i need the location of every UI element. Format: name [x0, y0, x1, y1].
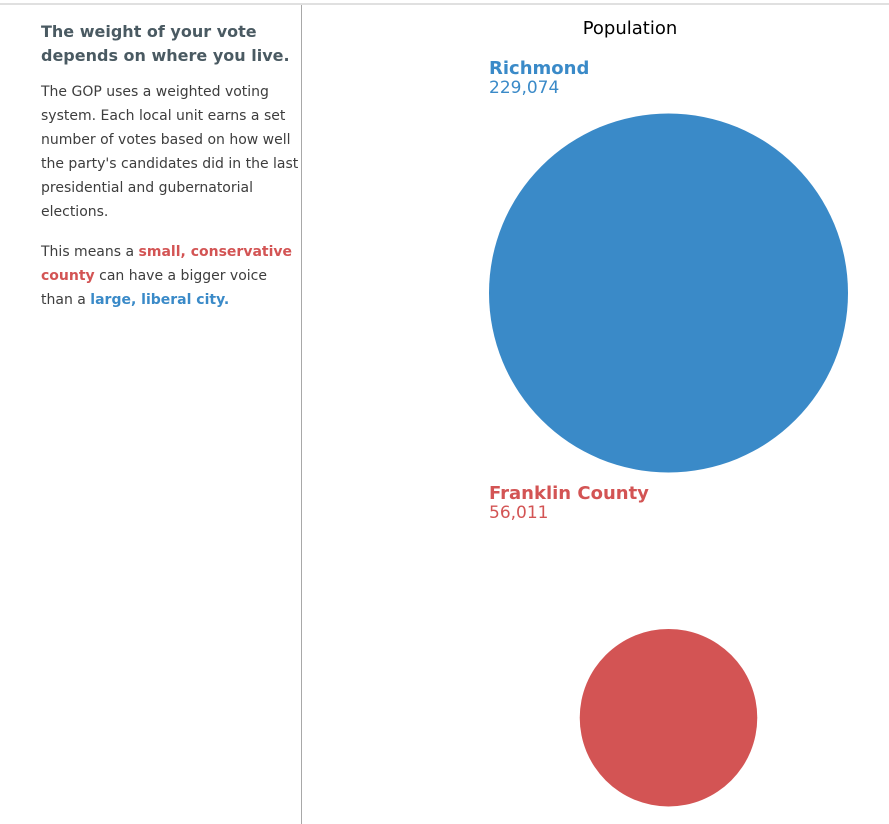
- column-divider: [301, 5, 302, 824]
- highlight-liberal-city: large, liberal city.: [90, 292, 230, 308]
- chart-title: Population: [582, 18, 678, 39]
- bubble-franklin-county: [579, 628, 758, 807]
- paragraph-2-middle: can have a bigger voice than a: [41, 268, 267, 308]
- series-label-franklin-county: Franklin County 56,011: [489, 483, 649, 523]
- sidebar-paragraph-2: This means a small, conservative county …: [41, 240, 299, 312]
- paragraph-2-prefix: This means a: [41, 244, 139, 260]
- series-value-richmond: 229,074: [489, 78, 560, 98]
- highlight-conservative-county: small, conservative county: [41, 244, 293, 284]
- sidebar-heading: The weight of your vote depends on where…: [41, 22, 290, 65]
- bubble-richmond: [489, 113, 848, 473]
- sidebar-paragraph-1: The GOP uses a weighted voting system. E…: [41, 84, 299, 220]
- series-name-franklin-county: Franklin County: [489, 483, 649, 504]
- series-value-franklin-county: 56,011: [489, 503, 549, 523]
- sidebar-text: The weight of your vote depends on where…: [41, 20, 299, 328]
- top-rule: [0, 3, 889, 5]
- series-label-richmond: Richmond 229,074: [489, 58, 590, 98]
- series-name-richmond: Richmond: [489, 58, 590, 79]
